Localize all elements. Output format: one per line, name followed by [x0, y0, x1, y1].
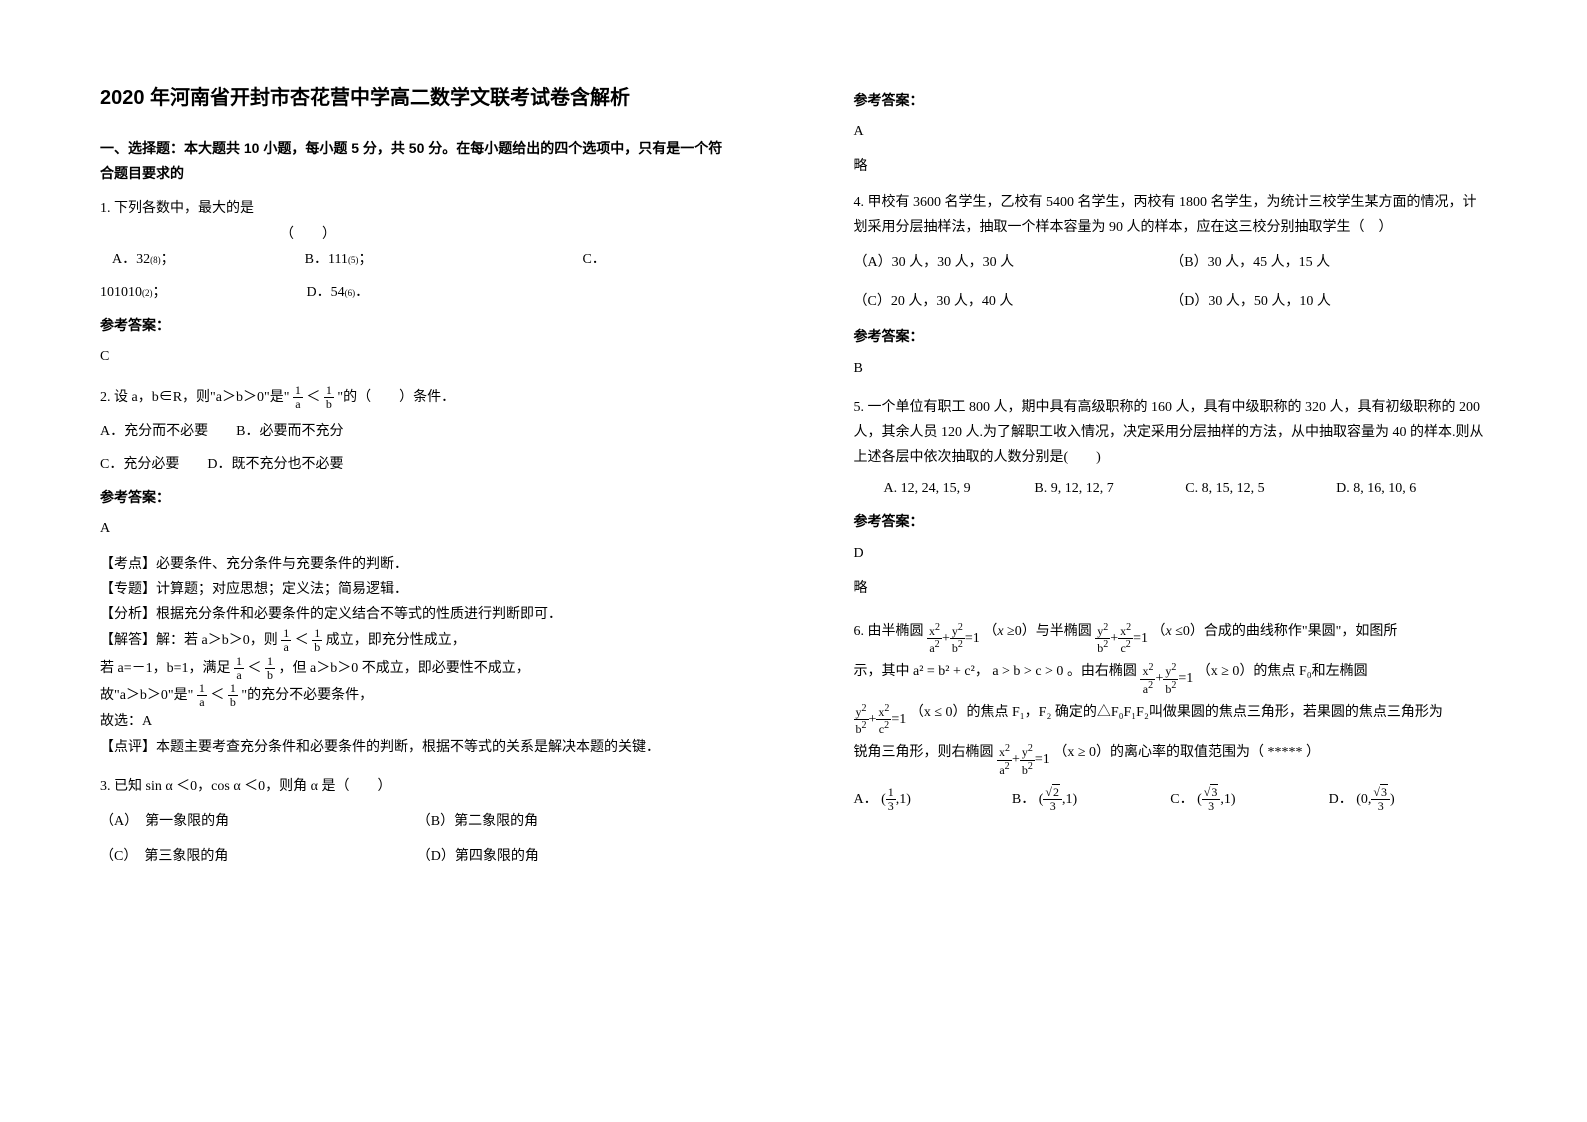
question-6: 6. 由半椭圆 x2a2 + y2b2 =1 （x ≥0）与半椭圆 y2b2 +… [854, 615, 1488, 817]
q5-option-c: C. 8, 15, 12, 5 [1185, 476, 1336, 501]
question-1: 1. 下列各数中，最大的是 （ ） A． 32(8)； B． 111(5)； C… [100, 196, 734, 369]
q5-answer-label: 参考答案： [854, 509, 1488, 534]
q6-option-c: C． ( √33 ,1) [1170, 783, 1328, 817]
q1-option-b: B． 111(5)； [305, 247, 373, 272]
q3-answer: A [854, 119, 1488, 144]
q5-answer: D [854, 541, 1488, 566]
q4-option-c: （C）20 人，30 人，40 人 [854, 289, 1171, 314]
q6-option-d: D． (0, √33 ) [1329, 783, 1487, 817]
q6-option-b: B． ( √23 ,1) [1012, 783, 1170, 817]
q1-answer: C [100, 344, 734, 369]
q3-note: 略 [854, 154, 1488, 179]
q4-answer-label: 参考答案： [854, 324, 1488, 349]
q2-comment: 【点评】本题主要考查充分条件和必要条件的判断，根据不等式的关系是解决本题的关键． [100, 735, 734, 760]
q2-solve2: 若 a=－1，b=1，满足 1a ＜ 1b ，但 a＞b＞0 不成立，即必要性不… [100, 655, 734, 682]
q5-stem: 5. 一个单位有职工 800 人，期中具有高级职称的 160 人，具有中级职称的… [854, 395, 1488, 471]
q1-stem: 1. 下列各数中，最大的是 [100, 196, 734, 221]
exam-title: 2020 年河南省开封市杏花营中学高二数学文联考试卷含解析 [100, 80, 734, 116]
q4-option-a: （A）30 人，30 人，30 人 [854, 250, 1171, 275]
q6-line4: 锐角三角形，则右椭圆 x2a2 + y2b2 =1 （x ≥ 0）的离心率的取值… [854, 736, 1488, 776]
question-2: 2. 设 a，b∈R，则"a＞b＞0"是" 1a ＜ 1b "的（ ）条件． A… [100, 384, 734, 760]
q1-option-c: 101010(2)； [100, 280, 167, 305]
question-4: 4. 甲校有 3600 名学生，乙校有 5400 名学生，丙校有 1800 名学… [854, 190, 1488, 381]
q3-option-c: （C） 第三象限的角 [100, 844, 417, 869]
section-1-title: 一、选择题：本大题共 10 小题，每小题 5 分，共 50 分。在每小题给出的四… [100, 136, 734, 186]
q3-answer-label: 参考答案： [854, 88, 1488, 113]
q6-line3: y2b2 + x2c2 =1 （x ≤ 0）的焦点 F₁，F₂ 确定的△F₀F₁… [854, 696, 1488, 736]
q1-option-c-label: C． [582, 247, 605, 272]
q2-answer: A [100, 516, 734, 541]
q2-options-cd: C．充分必要 D．既不充分也不必要 [100, 452, 734, 477]
q3-stem: 3. 已知 sin α ＜0，cos α ＜0，则角 α 是（ ） [100, 774, 734, 799]
q5-note: 略 [854, 576, 1488, 601]
q2-options-ab: A．充分而不必要 B．必要而不充分 [100, 419, 734, 444]
q2-answer-label: 参考答案： [100, 485, 734, 510]
right-column: 参考答案： A 略 4. 甲校有 3600 名学生，乙校有 5400 名学生，丙… [794, 0, 1587, 1122]
q1-answer-label: 参考答案： [100, 313, 734, 338]
q5-option-d: D. 8, 16, 10, 6 [1336, 476, 1487, 501]
q5-option-b: B. 9, 12, 12, 7 [1034, 476, 1185, 501]
q3-option-d: （D）第四象限的角 [417, 844, 734, 869]
q3-option-a: （A） 第一象限的角 [100, 809, 417, 834]
q4-answer: B [854, 356, 1488, 381]
q2-solve4: 故选：A [100, 709, 734, 734]
q6-options: A． ( 13 ,1) B． ( √23 ,1) C． ( √ [854, 783, 1488, 817]
q5-option-a: A. 12, 24, 15, 9 [884, 476, 1035, 501]
q6-line1: 6. 由半椭圆 x2a2 + y2b2 =1 （x ≥0）与半椭圆 y2b2 +… [854, 615, 1488, 655]
question-3: 3. 已知 sin α ＜0，cos α ＜0，则角 α 是（ ） （A） 第一… [100, 774, 734, 870]
q3-option-b: （B）第二象限的角 [417, 809, 734, 834]
q1-paren: （ ） [280, 222, 734, 247]
q2-point: 【考点】必要条件、充分条件与充要条件的判断． [100, 552, 734, 577]
q6-option-a: A． ( 13 ,1) [854, 783, 1012, 817]
q1-option-d: D． 54(6)． [307, 280, 370, 305]
q1-option-a: A． 32(8)； [100, 247, 175, 272]
q4-stem: 4. 甲校有 3600 名学生，乙校有 5400 名学生，丙校有 1800 名学… [854, 190, 1488, 240]
q4-option-b: （B）30 人，45 人，15 人 [1170, 250, 1487, 275]
q4-option-d: （D）30 人，50 人，10 人 [1170, 289, 1487, 314]
q2-stem: 2. 设 a，b∈R，则"a＞b＞0"是" 1a ＜ 1b "的（ ）条件． [100, 384, 734, 411]
q2-analysis: 【分析】根据充分条件和必要条件的定义结合不等式的性质进行判断即可． [100, 602, 734, 627]
q2-solve3: 故"a＞b＞0"是" 1a ＜ 1b "的充分不必要条件， [100, 682, 734, 709]
q2-topic: 【专题】计算题；对应思想；定义法；简易逻辑． [100, 577, 734, 602]
question-5: 5. 一个单位有职工 800 人，期中具有高级职称的 160 人，具有中级职称的… [854, 395, 1488, 601]
q2-solve1: 【解答】解：若 a＞b＞0，则 1a ＜ 1b 成立，即充分性成立， [100, 627, 734, 654]
q6-line2: 示，其中 a² = b² + c²， a > b > c > 0 。由右椭圆 x… [854, 655, 1488, 695]
left-column: 2020 年河南省开封市杏花营中学高二数学文联考试卷含解析 一、选择题：本大题共… [0, 0, 794, 1122]
